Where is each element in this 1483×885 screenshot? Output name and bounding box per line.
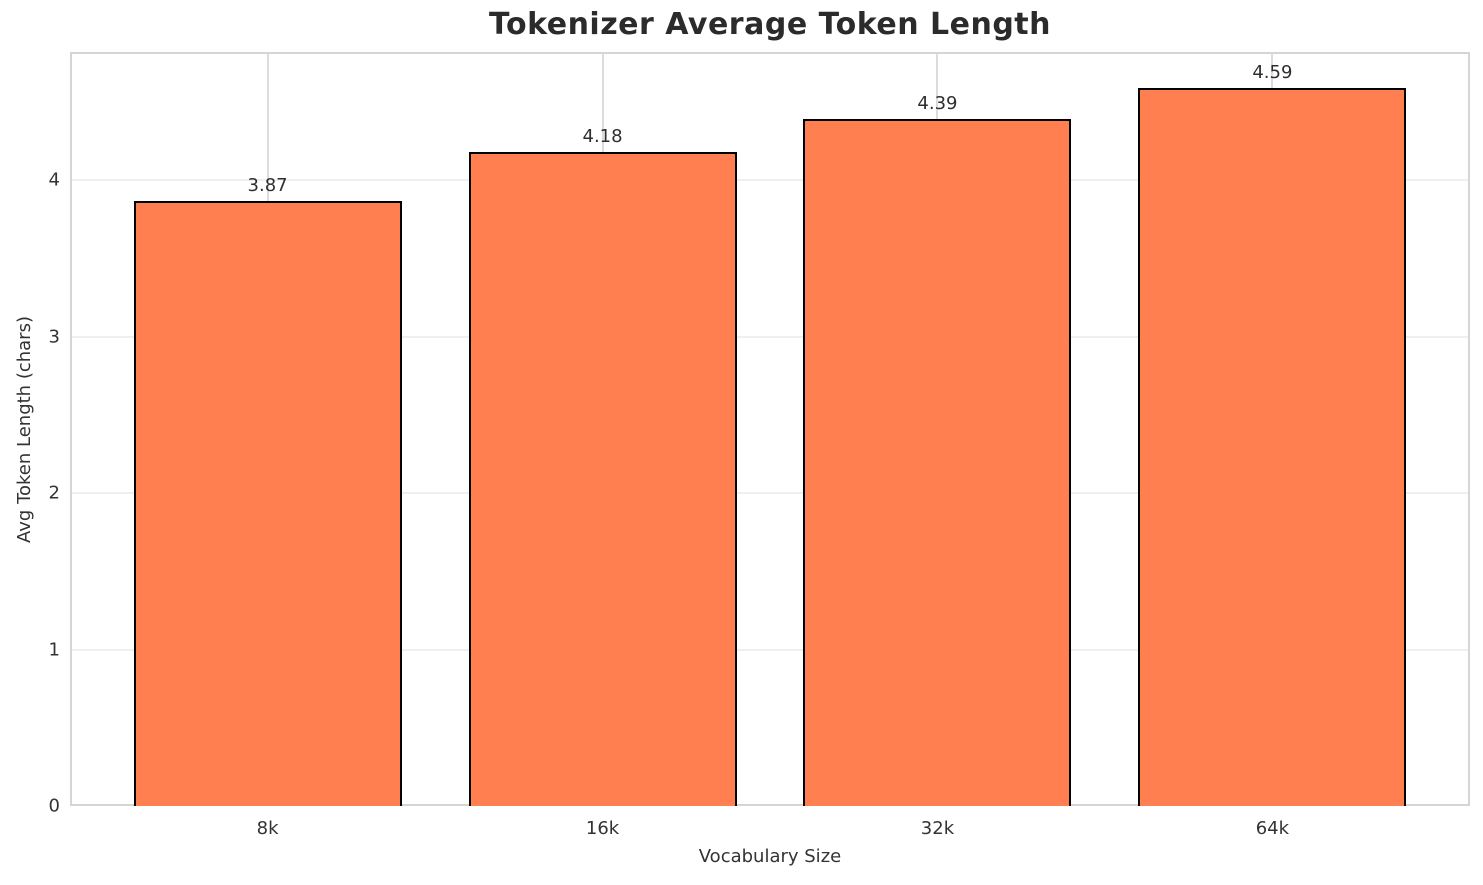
gridline-horizontal bbox=[70, 179, 1470, 182]
chart-title: Tokenizer Average Token Length bbox=[488, 7, 1051, 42]
bar-32k bbox=[803, 119, 1072, 806]
y-tick-label: 2 bbox=[48, 482, 60, 504]
bar-value-label: 4.59 bbox=[1252, 61, 1293, 83]
y-tick-label: 1 bbox=[48, 639, 60, 661]
bar-value-label: 4.39 bbox=[917, 93, 958, 115]
x-tick-label: 16k bbox=[585, 818, 620, 839]
x-tick-label: 64k bbox=[1255, 818, 1290, 839]
bar-64k bbox=[1138, 87, 1407, 806]
plot-area: 3.87 4.18 4.39 4.59 bbox=[70, 52, 1470, 806]
gridline-horizontal bbox=[70, 648, 1470, 651]
bar-value-label: 3.87 bbox=[247, 174, 288, 196]
y-tick-label: 3 bbox=[48, 326, 60, 348]
y-tick-label: 0 bbox=[48, 795, 60, 817]
gridline-horizontal bbox=[70, 335, 1470, 338]
y-tick-label: 4 bbox=[48, 169, 60, 191]
x-tick-label: 8k bbox=[256, 818, 279, 839]
bar-16k bbox=[468, 152, 737, 806]
bar-8k bbox=[133, 200, 402, 806]
bar-value-label: 4.18 bbox=[582, 126, 623, 148]
y-axis-label-wrap: Avg Token Length (chars) bbox=[8, 52, 40, 806]
x-axis-label: Vocabulary Size bbox=[698, 846, 842, 867]
gridline-horizontal bbox=[70, 492, 1470, 495]
y-axis-label: Avg Token Length (chars) bbox=[13, 315, 35, 543]
x-tick-label: 32k bbox=[920, 818, 955, 839]
